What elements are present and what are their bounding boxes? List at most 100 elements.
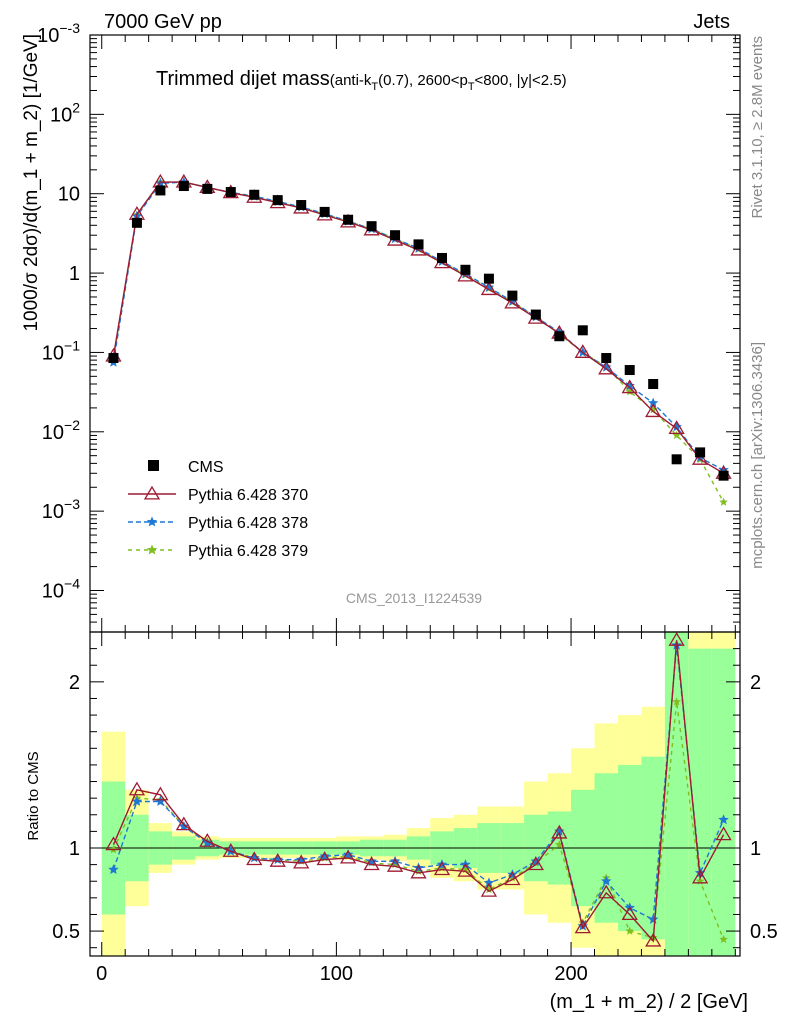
point-cms bbox=[131, 217, 142, 228]
point-cms bbox=[460, 264, 471, 275]
y-tick-label: 10−1 bbox=[42, 337, 80, 364]
ratio-frame-border bbox=[89, 631, 741, 957]
point-ratio bbox=[108, 864, 119, 874]
point-ratio bbox=[574, 919, 591, 934]
chart-title: Trimmed dijet mass(anti-kT(0.7), 2600<pT… bbox=[156, 68, 567, 93]
title-sub-sub-2: T bbox=[468, 81, 475, 93]
title-sub-2: (0.7), 2600<p bbox=[378, 72, 468, 89]
series-line-main bbox=[112, 181, 724, 474]
watermark: CMS_2013_I1224539 bbox=[346, 590, 482, 606]
point-cms bbox=[695, 447, 706, 458]
point-ratio bbox=[105, 836, 122, 851]
series-line-ratio bbox=[112, 640, 725, 943]
x-tick-label: 200 bbox=[554, 963, 587, 985]
point-main bbox=[647, 397, 659, 408]
point-cms bbox=[530, 309, 541, 320]
point-ratio bbox=[293, 854, 310, 869]
point-main bbox=[719, 497, 728, 506]
point-cms bbox=[507, 290, 518, 301]
ratio-y-tick-label: 2 bbox=[69, 672, 80, 694]
ratio-y-tick-label-right: 0.5 bbox=[750, 921, 778, 943]
legend-item-cms: CMS bbox=[148, 459, 224, 476]
point-ratio bbox=[363, 856, 380, 871]
point-ratio bbox=[554, 825, 565, 836]
header-right: Jets bbox=[693, 11, 730, 33]
legend-marker bbox=[146, 516, 158, 527]
point-ratio bbox=[483, 877, 495, 888]
point-cms bbox=[249, 189, 260, 200]
point-ratio bbox=[178, 820, 190, 831]
y-tick-label: 10 bbox=[58, 184, 80, 206]
point-ratio bbox=[175, 816, 192, 831]
x-tick-label: 100 bbox=[320, 963, 353, 985]
point-main bbox=[691, 451, 709, 465]
point-cms bbox=[202, 183, 213, 194]
point-cms bbox=[601, 353, 612, 364]
point-main bbox=[625, 387, 634, 396]
point-main bbox=[671, 421, 682, 432]
title-main: Trimmed dijet mass bbox=[156, 68, 330, 90]
point-ratio bbox=[715, 826, 732, 841]
point-cms bbox=[577, 325, 588, 336]
point-cms bbox=[343, 214, 354, 225]
point-cms bbox=[413, 239, 424, 250]
series-line-ratio bbox=[112, 645, 725, 929]
point-main bbox=[648, 405, 658, 414]
legend-marker bbox=[146, 544, 158, 555]
ratio-plot-frame bbox=[89, 631, 741, 957]
title-sub-3: <800, |y|<2.5) bbox=[475, 72, 567, 89]
point-main bbox=[598, 360, 615, 375]
y-tick-label: 10−-3 bbox=[37, 20, 80, 47]
point-ratio bbox=[668, 632, 685, 646]
point-ratio bbox=[625, 926, 634, 935]
y-axis-label-ratio: Ratio to CMS bbox=[25, 751, 42, 840]
x-axis-label: (m_1 + m_2) / 2 [GeV] bbox=[550, 991, 748, 1013]
point-main bbox=[672, 430, 681, 440]
point-cms bbox=[366, 221, 377, 232]
point-ratio bbox=[128, 781, 146, 796]
point-ratio bbox=[672, 697, 681, 706]
point-cms bbox=[225, 187, 236, 198]
band-inner bbox=[711, 648, 736, 956]
point-ratio bbox=[718, 814, 729, 825]
ratio-y-tick-label: 0.5 bbox=[52, 921, 80, 943]
point-cms bbox=[296, 200, 307, 211]
ratio-y-tick-label: 1 bbox=[69, 838, 80, 860]
point-main bbox=[574, 344, 591, 358]
legend-item-p378: Pythia 6.428 378 bbox=[128, 515, 308, 532]
point-ratio bbox=[202, 837, 213, 848]
legend-item-p370: Pythia 6.428 370 bbox=[128, 485, 308, 504]
point-main bbox=[457, 267, 474, 282]
point-main bbox=[668, 420, 685, 435]
point-ratio bbox=[155, 796, 166, 806]
point-ratio bbox=[480, 882, 498, 897]
point-cms bbox=[718, 470, 729, 481]
point-cms bbox=[319, 206, 330, 217]
point-ratio bbox=[152, 786, 169, 801]
legend-label: Pythia 6.428 378 bbox=[188, 515, 308, 532]
legend-label: Pythia 6.428 370 bbox=[188, 487, 308, 504]
ratio-y-tick-label-right: 1 bbox=[750, 838, 761, 860]
point-ratio bbox=[508, 873, 517, 882]
point-cms bbox=[155, 185, 166, 196]
point-ratio bbox=[457, 862, 474, 877]
series-line-main bbox=[112, 181, 724, 471]
header-left: 7000 GeV pp bbox=[104, 11, 222, 33]
point-ratio bbox=[621, 906, 638, 921]
point-ratio bbox=[269, 853, 286, 867]
y-tick-label: 10−2 bbox=[42, 417, 80, 444]
point-cms bbox=[178, 181, 189, 192]
point-main bbox=[601, 361, 612, 372]
point-cms bbox=[436, 252, 447, 263]
point-ratio bbox=[339, 849, 357, 864]
point-ratio bbox=[645, 932, 662, 947]
point-cms bbox=[272, 195, 283, 206]
y-tick-label: 10−3 bbox=[42, 496, 80, 523]
point-main bbox=[645, 403, 662, 418]
side-label-bottom: mcplots.cern.ch [arXiv:1306.3436] bbox=[749, 342, 766, 569]
point-ratio bbox=[410, 864, 427, 879]
point-ratio bbox=[555, 840, 564, 849]
point-ratio bbox=[433, 861, 451, 876]
y-tick-label: 10−4 bbox=[42, 576, 80, 603]
point-main bbox=[624, 380, 635, 391]
